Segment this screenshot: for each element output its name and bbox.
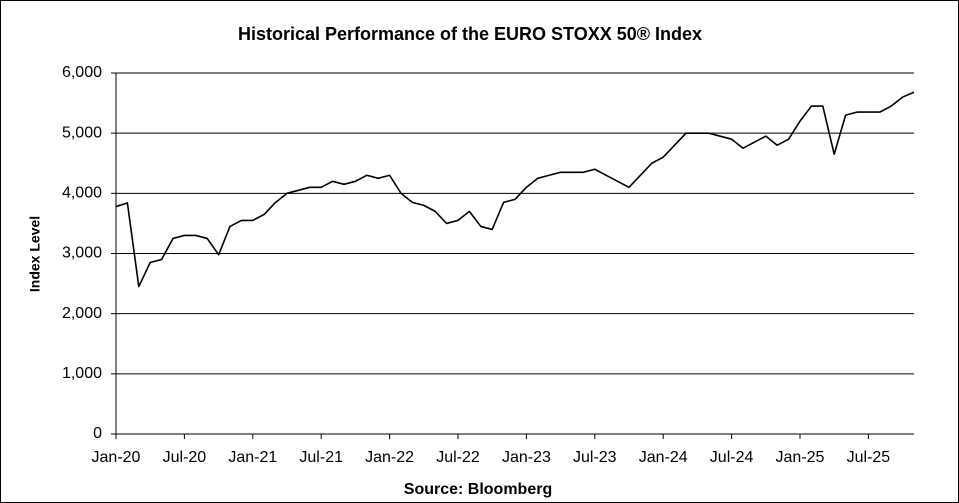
x-tick-label: Jan-20 <box>92 449 141 466</box>
y-tick-label: 5,000 <box>62 124 102 141</box>
x-tick-label: Jul-21 <box>299 449 343 466</box>
x-tick-label: Jul-24 <box>710 449 754 466</box>
x-tick-label: Jul-25 <box>847 449 891 466</box>
x-tick-label: Jan-24 <box>639 449 688 466</box>
y-axis-label: Index Level <box>27 216 43 292</box>
y-tick-label: 6,000 <box>62 64 102 81</box>
x-tick-label: Jan-22 <box>365 449 414 466</box>
chart-title: Historical Performance of the EURO STOXX… <box>238 24 702 44</box>
y-tick-label: 3,000 <box>62 245 102 262</box>
x-tick-label: Jan-21 <box>228 449 277 466</box>
x-tick-label: Jul-23 <box>573 449 617 466</box>
x-tick-label: Jul-22 <box>436 449 480 466</box>
y-tick-label: 1,000 <box>62 365 102 382</box>
x-tick-label: Jan-25 <box>776 449 825 466</box>
y-tick-label: 2,000 <box>62 305 102 322</box>
y-tick-label: 0 <box>93 425 102 442</box>
x-tick-label: Jan-23 <box>502 449 551 466</box>
source-note: Source: Bloomberg <box>404 481 552 498</box>
y-tick-label: 4,000 <box>62 185 102 202</box>
price-line <box>115 91 915 288</box>
x-tick-label: Jul-20 <box>163 449 207 466</box>
